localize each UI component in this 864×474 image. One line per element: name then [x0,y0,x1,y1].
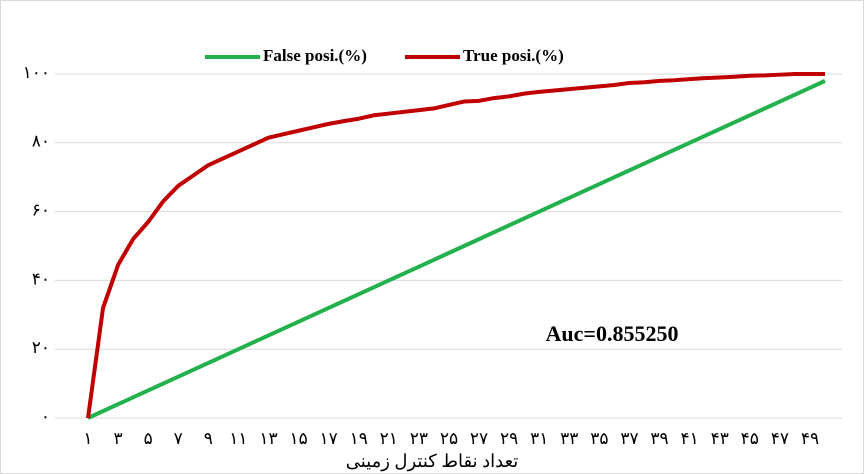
x-tick-label: ۲۷ [470,429,488,448]
x-tick-label: ۴۷ [771,429,789,448]
y-tick-label: ۰ [41,407,50,426]
x-tick-label: ۲۳ [410,429,428,448]
x-tick-label: ۳۹ [650,429,668,448]
x-tick-label: ۱۳ [259,429,277,448]
x-tick-label: ۱۹ [350,429,368,448]
x-tick-label: ۲۱ [380,429,398,448]
y-tick-label: ۶۰ [32,201,50,220]
x-tick-label: ۴۹ [801,429,819,448]
y-tick-label: ۱۰۰ [23,63,50,82]
x-tick-label: ۴۳ [711,429,729,448]
y-tick-label: ۸۰ [32,132,50,151]
x-tick-label: ۱ [83,429,92,448]
x-tick-label: ۳۵ [590,429,608,448]
y-tick-label: ۲۰ [32,338,50,357]
x-axis-label: تعداد نقاط کنترل زمینی [346,451,519,472]
x-tick-label: ۱۱ [229,429,247,448]
x-tick-label: ۱۷ [320,429,338,448]
data-line [87,79,826,420]
data-line [86,72,825,419]
y-tick-label: ۴۰ [32,269,50,288]
x-tick-label: ۱۵ [289,429,307,448]
legend-label: False posi.(%) [263,46,367,65]
x-tick-label: ۲۵ [440,429,458,448]
x-tick-label: ۳ [114,429,123,448]
legend-label: True posi.(%) [463,46,564,65]
x-tick-label: ۳۱ [530,429,548,448]
x-tick-label: ۳۷ [620,429,638,448]
x-tick-label: ۴۵ [741,429,759,448]
x-tick-label: ۵ [144,429,153,448]
x-tick-label: ۹ [204,429,213,448]
x-tick-label: ۳۳ [560,429,578,448]
x-tick-label: ۷ [174,429,183,448]
annotation: Auc=0.855250 [546,321,679,346]
x-tick-label: ۴۱ [680,429,698,448]
x-tick-label: ۲۹ [500,429,518,448]
